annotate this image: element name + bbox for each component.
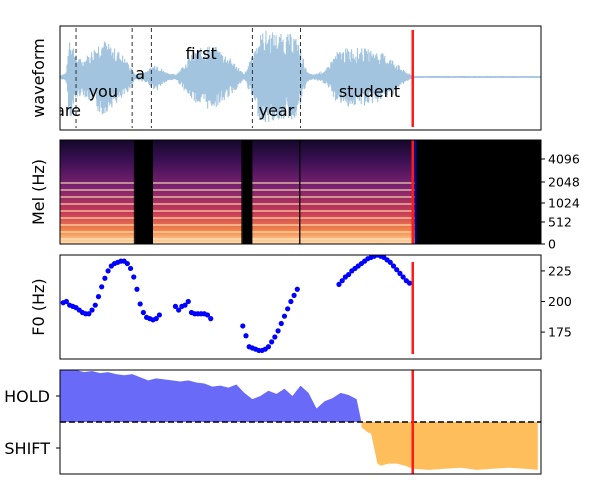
f0-point xyxy=(99,284,105,290)
mel-ytick-label: 0 xyxy=(548,237,556,252)
word-label: are xyxy=(55,101,81,120)
f0-point xyxy=(127,265,134,272)
f0-point xyxy=(390,263,397,269)
f0-point xyxy=(339,278,345,284)
mel-harmonic-bands xyxy=(152,180,243,242)
f0-axes-frame xyxy=(59,254,542,360)
f0-point xyxy=(278,320,284,327)
f0-ytick-label: 175 xyxy=(548,325,572,340)
word-label: you xyxy=(89,82,118,101)
f0-point xyxy=(291,292,297,298)
f0-point xyxy=(63,298,70,305)
f0-point xyxy=(140,309,146,316)
mel-segment-gap xyxy=(133,140,137,244)
f0-point xyxy=(208,316,214,322)
f0-point xyxy=(176,307,182,313)
f0-point xyxy=(105,268,111,274)
f0-point xyxy=(204,312,211,318)
f0-point xyxy=(95,294,102,300)
f0-point xyxy=(131,274,137,280)
mel-ytick-label: 4096 xyxy=(548,152,580,167)
f0-point xyxy=(406,280,413,286)
f0-point xyxy=(265,344,272,350)
f0-point xyxy=(275,328,281,334)
hold-area xyxy=(60,370,362,422)
f0-panel: 175 200 225 F0 (Hz) xyxy=(29,254,572,360)
mel-segment-gap xyxy=(241,140,245,244)
f0-point xyxy=(240,323,246,329)
word-label: a xyxy=(135,64,145,83)
f0-ytick-label: 225 xyxy=(548,263,572,278)
mel-ytick-label: 512 xyxy=(548,215,572,230)
f0-point xyxy=(124,260,130,267)
f0-point xyxy=(172,303,179,309)
hold-shift-panel: HOLD SHIFT xyxy=(4,369,542,475)
f0-point xyxy=(281,313,288,319)
f0-point xyxy=(387,259,393,265)
f0-point xyxy=(346,271,352,278)
f0-point xyxy=(92,302,98,308)
f0-point xyxy=(153,316,159,322)
mel-ylabel: Mel (Hz) xyxy=(29,159,48,225)
f0-point xyxy=(394,267,400,273)
hold-shift-ytick-label: HOLD xyxy=(4,387,50,406)
hold-shift-axes-frame xyxy=(59,369,542,475)
mel-ytick-label: 1024 xyxy=(548,196,580,211)
mel-harmonic-bands xyxy=(60,180,136,242)
f0-point xyxy=(285,306,291,312)
mel-ytick-label: 2048 xyxy=(548,175,580,190)
f0-point xyxy=(102,275,108,281)
word-label: year xyxy=(259,101,295,120)
f0-point xyxy=(137,301,143,307)
hold-shift-ytick-label: SHIFT xyxy=(4,439,50,458)
f0-point xyxy=(243,333,249,339)
f0-ylabel: F0 (Hz) xyxy=(29,278,48,335)
f0-point xyxy=(185,298,191,305)
mel-harmonic-bands xyxy=(300,180,416,242)
f0-point xyxy=(288,298,294,305)
mel-axes-frame xyxy=(59,139,542,245)
mel-harmonic-bands xyxy=(252,180,301,242)
f0-point xyxy=(272,334,278,340)
f0-point xyxy=(134,286,140,292)
f0-point xyxy=(182,302,188,308)
word-label: student xyxy=(339,82,400,101)
waveform-ylabel: waveform xyxy=(29,38,48,118)
mel-spectrogram-panel: 0 512 1024 2048 4096 Mel (Hz) xyxy=(29,139,580,252)
f0-point xyxy=(156,312,163,318)
f0-point xyxy=(336,281,342,287)
f0-point xyxy=(269,339,275,345)
word-label: first xyxy=(185,44,216,63)
f0-point xyxy=(397,270,403,276)
f0-point xyxy=(400,274,406,280)
mel-silence xyxy=(419,140,541,244)
f0-point xyxy=(86,311,92,317)
shift-area xyxy=(361,422,538,470)
waveform-axes-frame xyxy=(59,25,542,131)
f0-point xyxy=(294,286,300,292)
f0-point xyxy=(89,307,95,313)
f0-ytick-label: 200 xyxy=(548,294,572,309)
